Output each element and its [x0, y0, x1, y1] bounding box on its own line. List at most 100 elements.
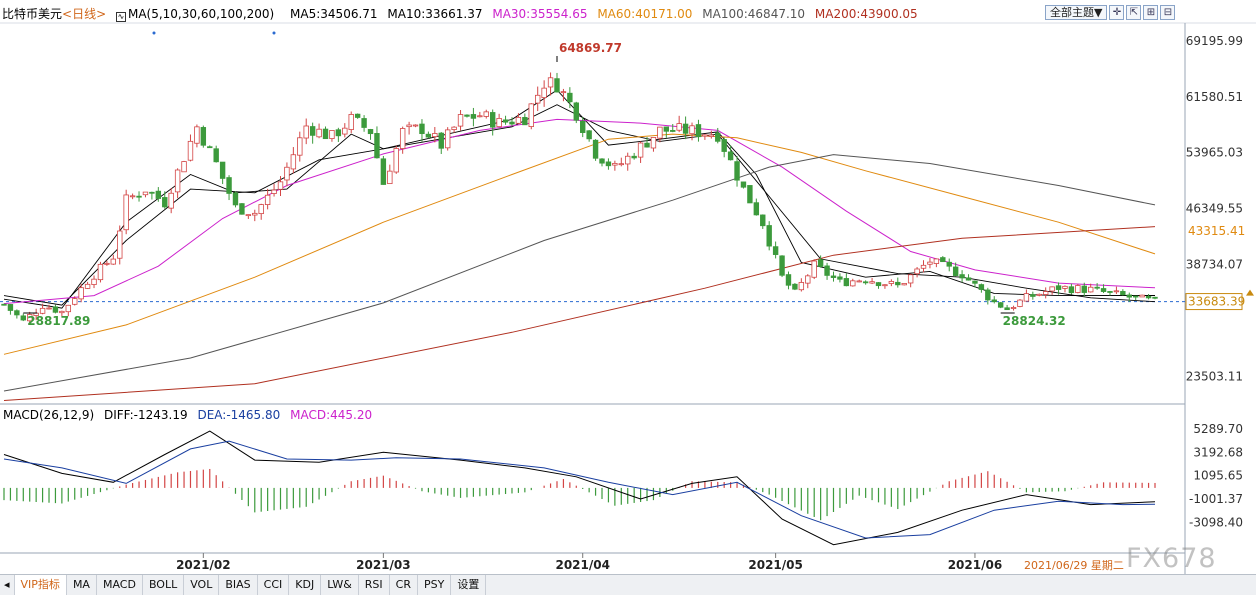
candle-body: [361, 118, 367, 128]
candle: [940, 256, 946, 263]
candle-body: [110, 258, 117, 265]
candle: [123, 189, 129, 235]
candle: [1087, 283, 1094, 293]
candle-body: [554, 78, 560, 93]
tab-cci[interactable]: CCI: [258, 575, 290, 595]
candle: [52, 304, 59, 314]
candle-body: [444, 129, 451, 149]
candle-body: [1139, 294, 1145, 298]
candle: [264, 188, 271, 210]
candle-body: [432, 133, 438, 138]
ma5-value: MA5:34506.71: [290, 7, 378, 21]
candle-body: [830, 275, 837, 278]
candle: [850, 278, 856, 287]
candle: [560, 88, 567, 102]
candle-body: [1126, 294, 1132, 298]
candle-body: [483, 111, 489, 117]
tab-cr[interactable]: CR: [390, 575, 418, 595]
macd-axis-tick-label: 3192.68: [1193, 445, 1243, 459]
candle-body: [676, 123, 682, 131]
candle: [1062, 285, 1068, 293]
candle-body: [920, 264, 927, 269]
candle: [830, 271, 837, 282]
tab-settings[interactable]: 设置: [451, 575, 487, 595]
tab-psy[interactable]: PSY: [418, 575, 452, 595]
candle: [1010, 305, 1017, 311]
candle: [676, 115, 682, 133]
candle: [104, 260, 110, 266]
candle-body: [946, 261, 952, 267]
candle: [1055, 282, 1062, 295]
price-axis-tick-label: 61580.51: [1186, 90, 1243, 104]
candle: [502, 115, 509, 125]
tab-boll[interactable]: BOLL: [143, 575, 185, 595]
candle-body: [785, 274, 792, 286]
candle: [625, 152, 631, 171]
candle: [174, 168, 181, 199]
candle: [342, 123, 348, 138]
candle-body: [200, 127, 207, 146]
tab-scroll-left-icon[interactable]: ◂: [0, 575, 15, 595]
tab-lwr[interactable]: LW&: [321, 575, 359, 595]
candle: [316, 123, 322, 139]
tab-bias[interactable]: BIAS: [219, 575, 258, 595]
candle-body: [329, 130, 335, 139]
candle-body: [875, 282, 882, 287]
crosshair-icon[interactable]: ✛: [1109, 5, 1125, 20]
candle: [875, 282, 882, 289]
macd-axis-tick-label: -1001.37: [1189, 492, 1243, 506]
zoom-out-icon[interactable]: ⊟: [1160, 5, 1176, 20]
candle: [451, 126, 457, 133]
line-ma5: [3, 89, 1156, 309]
tab-macd[interactable]: MACD: [97, 575, 143, 595]
ma10-value: MA10:33661.37: [387, 7, 483, 21]
period-label[interactable]: <日线>: [62, 7, 107, 21]
price-axis-tick-label: 23503.11: [1186, 369, 1243, 383]
candle-body: [451, 126, 457, 130]
candle-body: [740, 181, 747, 188]
candle: [444, 127, 451, 151]
candle: [1004, 304, 1010, 311]
tab-rsi[interactable]: RSI: [359, 575, 390, 595]
tab-vol[interactable]: VOL: [184, 575, 220, 595]
candle-body: [187, 140, 194, 161]
candle-body: [670, 130, 676, 132]
price-chart[interactable]: 69195.99 61580.51 53965.03 46349.55 38734.07…: [0, 0, 1256, 574]
candle-body: [496, 118, 502, 128]
tab-kdj[interactable]: KDJ: [289, 575, 322, 595]
candle: [920, 260, 927, 273]
candle: [1, 303, 7, 306]
candle-body: [850, 280, 856, 287]
candle: [554, 72, 560, 93]
ma-settings-label[interactable]: ∿ MA(5,10,30,60,100,200): [115, 7, 280, 22]
candle: [425, 131, 432, 139]
candle: [528, 103, 534, 130]
candle: [862, 280, 869, 285]
candle-body: [708, 134, 715, 137]
theme-select[interactable]: 全部主题▼: [1045, 5, 1108, 20]
candle-body: [695, 124, 702, 138]
candle-body: [335, 129, 342, 137]
low-left-price-label: 28817.89: [27, 314, 90, 328]
tab-vip[interactable]: VIP指标: [14, 575, 67, 595]
candle: [567, 87, 573, 109]
candle-body: [457, 114, 464, 127]
candle: [907, 273, 914, 288]
candle: [1081, 282, 1087, 297]
tab-ma[interactable]: MA: [67, 575, 97, 595]
candle-body: [419, 123, 425, 135]
shrink-icon[interactable]: ⊞: [1143, 5, 1159, 20]
ma60-value: MA60:40171.00: [597, 7, 693, 21]
candle: [1068, 283, 1075, 295]
candle-body: [1030, 294, 1036, 297]
candle-body: [1017, 299, 1023, 307]
candle-body: [1062, 285, 1068, 289]
candle: [97, 261, 104, 283]
candle-body: [862, 281, 869, 284]
candle-body: [52, 306, 59, 313]
candle-body: [907, 274, 914, 284]
ma30-value: MA30:35554.65: [492, 7, 588, 21]
candle: [689, 122, 695, 141]
candle: [14, 309, 20, 319]
expand-icon[interactable]: ⇱: [1126, 5, 1142, 20]
